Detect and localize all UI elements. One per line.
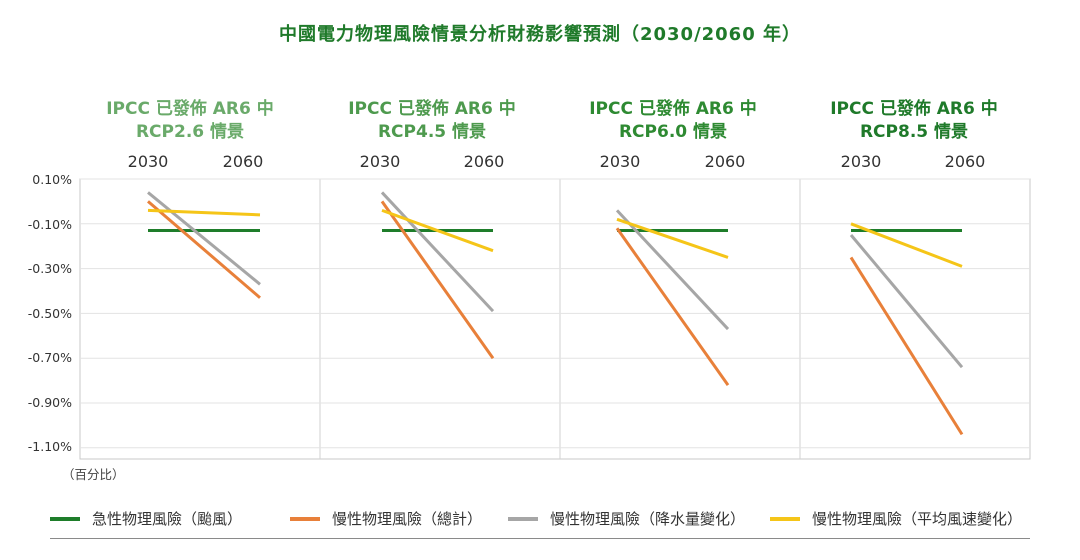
plot-border — [79, 178, 1031, 460]
panel-2-line-chronic-total — [380, 200, 495, 360]
panel-title-4-line1: IPCC 已發佈 AR6 中 — [830, 99, 998, 119]
y-axis-unit: （百分比） — [62, 467, 125, 482]
gridlines — [80, 178, 1030, 449]
panel-1-line-chronic-total — [147, 200, 261, 299]
legend-swatch-chronic-total — [290, 517, 320, 521]
panel-4-year-2060: 2060 — [944, 152, 986, 171]
panel-1-year-2060: 2060 — [222, 152, 264, 171]
y-tick-label-5: -0.70% — [27, 350, 72, 365]
panel-title-3: IPCC 已發佈 AR6 中 RCP6.0 情景 — [553, 98, 793, 144]
panel-title-1: IPCC 已發佈 AR6 中 RCP2.6 情景 — [70, 98, 310, 144]
series-lines — [147, 191, 964, 436]
panel-1-line-chronic-wind — [147, 208, 261, 217]
panel-3-year-2060: 2060 — [704, 152, 746, 171]
panel-1-year-2030: 2030 — [127, 152, 169, 171]
legend-bottom-rule — [50, 538, 1030, 539]
panel-title-4-line2: RCP8.5 情景 — [859, 122, 969, 142]
panel-4-year-2030: 2030 — [840, 152, 882, 171]
legend-swatch-acute-typhoon — [50, 517, 80, 521]
panel-title-2-line2: RCP4.5 情景 — [377, 122, 487, 142]
y-tick-label-4: -0.50% — [27, 306, 72, 321]
panel-title-2-line1: IPCC 已發佈 AR6 中 — [348, 99, 516, 119]
legend-label-acute-typhoon: 急性物理風險（颱風） — [92, 510, 243, 528]
panel-title-1-line2: RCP2.6 情景 — [135, 122, 245, 142]
panel-4-line-chronic-wind — [850, 222, 963, 268]
panel-2-line-chronic-wind — [381, 208, 494, 253]
y-tick-label-6: -0.90% — [27, 395, 72, 410]
panel-2-line-chronic-precipitation — [380, 191, 495, 313]
panel-3-line-chronic-wind — [616, 217, 729, 259]
legend-swatch-chronic-precipitation — [508, 517, 538, 521]
chart-title: 中國電力物理風險情景分析財務影響預測（2030/2060 年） — [278, 24, 802, 45]
panel-title-3-line2: RCP6.0 情景 — [618, 122, 728, 142]
panel-4-line-chronic-total — [849, 256, 964, 436]
panel-title-1-line1: IPCC 已發佈 AR6 中 — [106, 99, 274, 119]
panel-3-line-chronic-total — [615, 227, 730, 386]
panel-4-line-chronic-precipitation — [849, 234, 964, 369]
panel-title-4: IPCC 已發佈 AR6 中 RCP8.5 情景 — [794, 98, 1034, 144]
y-tick-label-7: -1.10% — [27, 439, 72, 454]
panel-2-year-2030: 2030 — [359, 152, 401, 171]
panel-2-year-2060: 2060 — [463, 152, 505, 171]
y-tick-label-3: -0.30% — [27, 261, 72, 276]
panel-title-2: IPCC 已發佈 AR6 中 RCP4.5 情景 — [312, 98, 552, 144]
legend-swatch-chronic-wind — [770, 517, 800, 521]
panel-1-line-chronic-precipitation — [147, 191, 261, 286]
panel-3-year-2030: 2030 — [599, 152, 641, 171]
panel-3-line-chronic-precipitation — [615, 209, 730, 331]
plot-frame — [79, 178, 1031, 460]
panel-title-3-line1: IPCC 已發佈 AR6 中 — [589, 99, 757, 119]
legend-label-chronic-total: 慢性物理風險（總計） — [332, 510, 483, 528]
y-tick-label-1: 0.10% — [32, 172, 72, 187]
y-tick-label-2: -0.10% — [27, 217, 72, 232]
legend-label-chronic-precipitation: 慢性物理風險（降水量變化） — [550, 510, 746, 528]
legend-label-chronic-wind: 慢性物理風險（平均風速變化） — [812, 510, 1023, 528]
